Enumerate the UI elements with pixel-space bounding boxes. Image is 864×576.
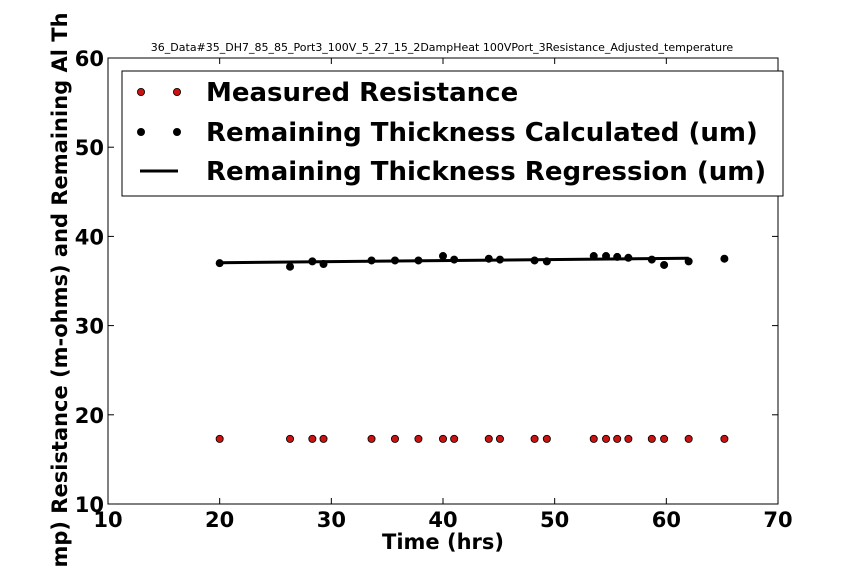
- data-point: [438, 434, 447, 443]
- data-point: [660, 260, 669, 269]
- y-tick-label: 20: [75, 404, 104, 428]
- x-axis: 10 20 30 40 50 60 70: [93, 58, 793, 532]
- legend-dot-marker: [136, 88, 145, 97]
- legend-item: Remaining Thickness Regression (um): [140, 157, 766, 187]
- x-tick-label: 40: [428, 508, 457, 532]
- data-point: [542, 434, 551, 443]
- legend: Measured Resistance Remaining Thickness C…: [121, 70, 784, 197]
- data-point: [660, 434, 669, 443]
- data-point: [613, 434, 622, 443]
- x-tick-label: 60: [652, 508, 681, 532]
- legend-label: Remaining Thickness Calculated (um): [206, 118, 758, 148]
- y-tick-label: 10: [75, 493, 104, 517]
- legend-item: Remaining Thickness Calculated (um): [136, 118, 758, 148]
- chart-title: 36_Data#35_DH7_85_85_Port3_100V_5_27_15_…: [151, 41, 734, 54]
- data-point: [286, 262, 295, 271]
- series-layer: [215, 252, 729, 443]
- data-point: [308, 434, 317, 443]
- y-axis: 10 20 30 40 50 60: [75, 47, 778, 517]
- data-point: [484, 434, 493, 443]
- x-tick-label: 20: [205, 508, 234, 532]
- data-point: [414, 434, 423, 443]
- x-axis-label: Time (hrs): [382, 530, 504, 554]
- series-2: [219, 256, 689, 265]
- y-axis-label: mp) Resistance (m-ohms) and Remaining Al…: [48, 12, 72, 567]
- data-point: [390, 434, 399, 443]
- data-point: [720, 434, 729, 443]
- y-tick-label: 60: [75, 47, 104, 71]
- legend-box: [121, 70, 784, 197]
- data-point: [495, 434, 504, 443]
- data-point: [589, 434, 598, 443]
- series-0: [215, 434, 729, 443]
- y-tick-label: 50: [75, 136, 104, 160]
- y-tick-label: 30: [75, 315, 104, 339]
- x-tick-label: 50: [540, 508, 569, 532]
- x-tick-label: 30: [317, 508, 346, 532]
- legend-item: Measured Resistance: [136, 78, 518, 108]
- data-point: [319, 434, 328, 443]
- legend-label: Remaining Thickness Regression (um): [206, 157, 766, 187]
- x-tick-label: 70: [763, 508, 792, 532]
- data-point: [438, 252, 447, 261]
- data-point: [684, 434, 693, 443]
- data-point: [720, 254, 729, 263]
- legend-dot-marker: [136, 127, 145, 136]
- data-point: [624, 434, 633, 443]
- regression-line: [219, 256, 689, 265]
- y-tick-label: 40: [75, 225, 104, 249]
- data-point: [602, 434, 611, 443]
- legend-dot-marker: [172, 88, 181, 97]
- data-point: [367, 434, 376, 443]
- data-point: [215, 434, 224, 443]
- data-point: [286, 434, 295, 443]
- data-point: [450, 434, 459, 443]
- x-tick-label: 10: [93, 508, 122, 532]
- data-point: [647, 434, 656, 443]
- legend-dot-marker: [172, 127, 181, 136]
- data-point: [530, 434, 539, 443]
- legend-label: Measured Resistance: [206, 78, 518, 108]
